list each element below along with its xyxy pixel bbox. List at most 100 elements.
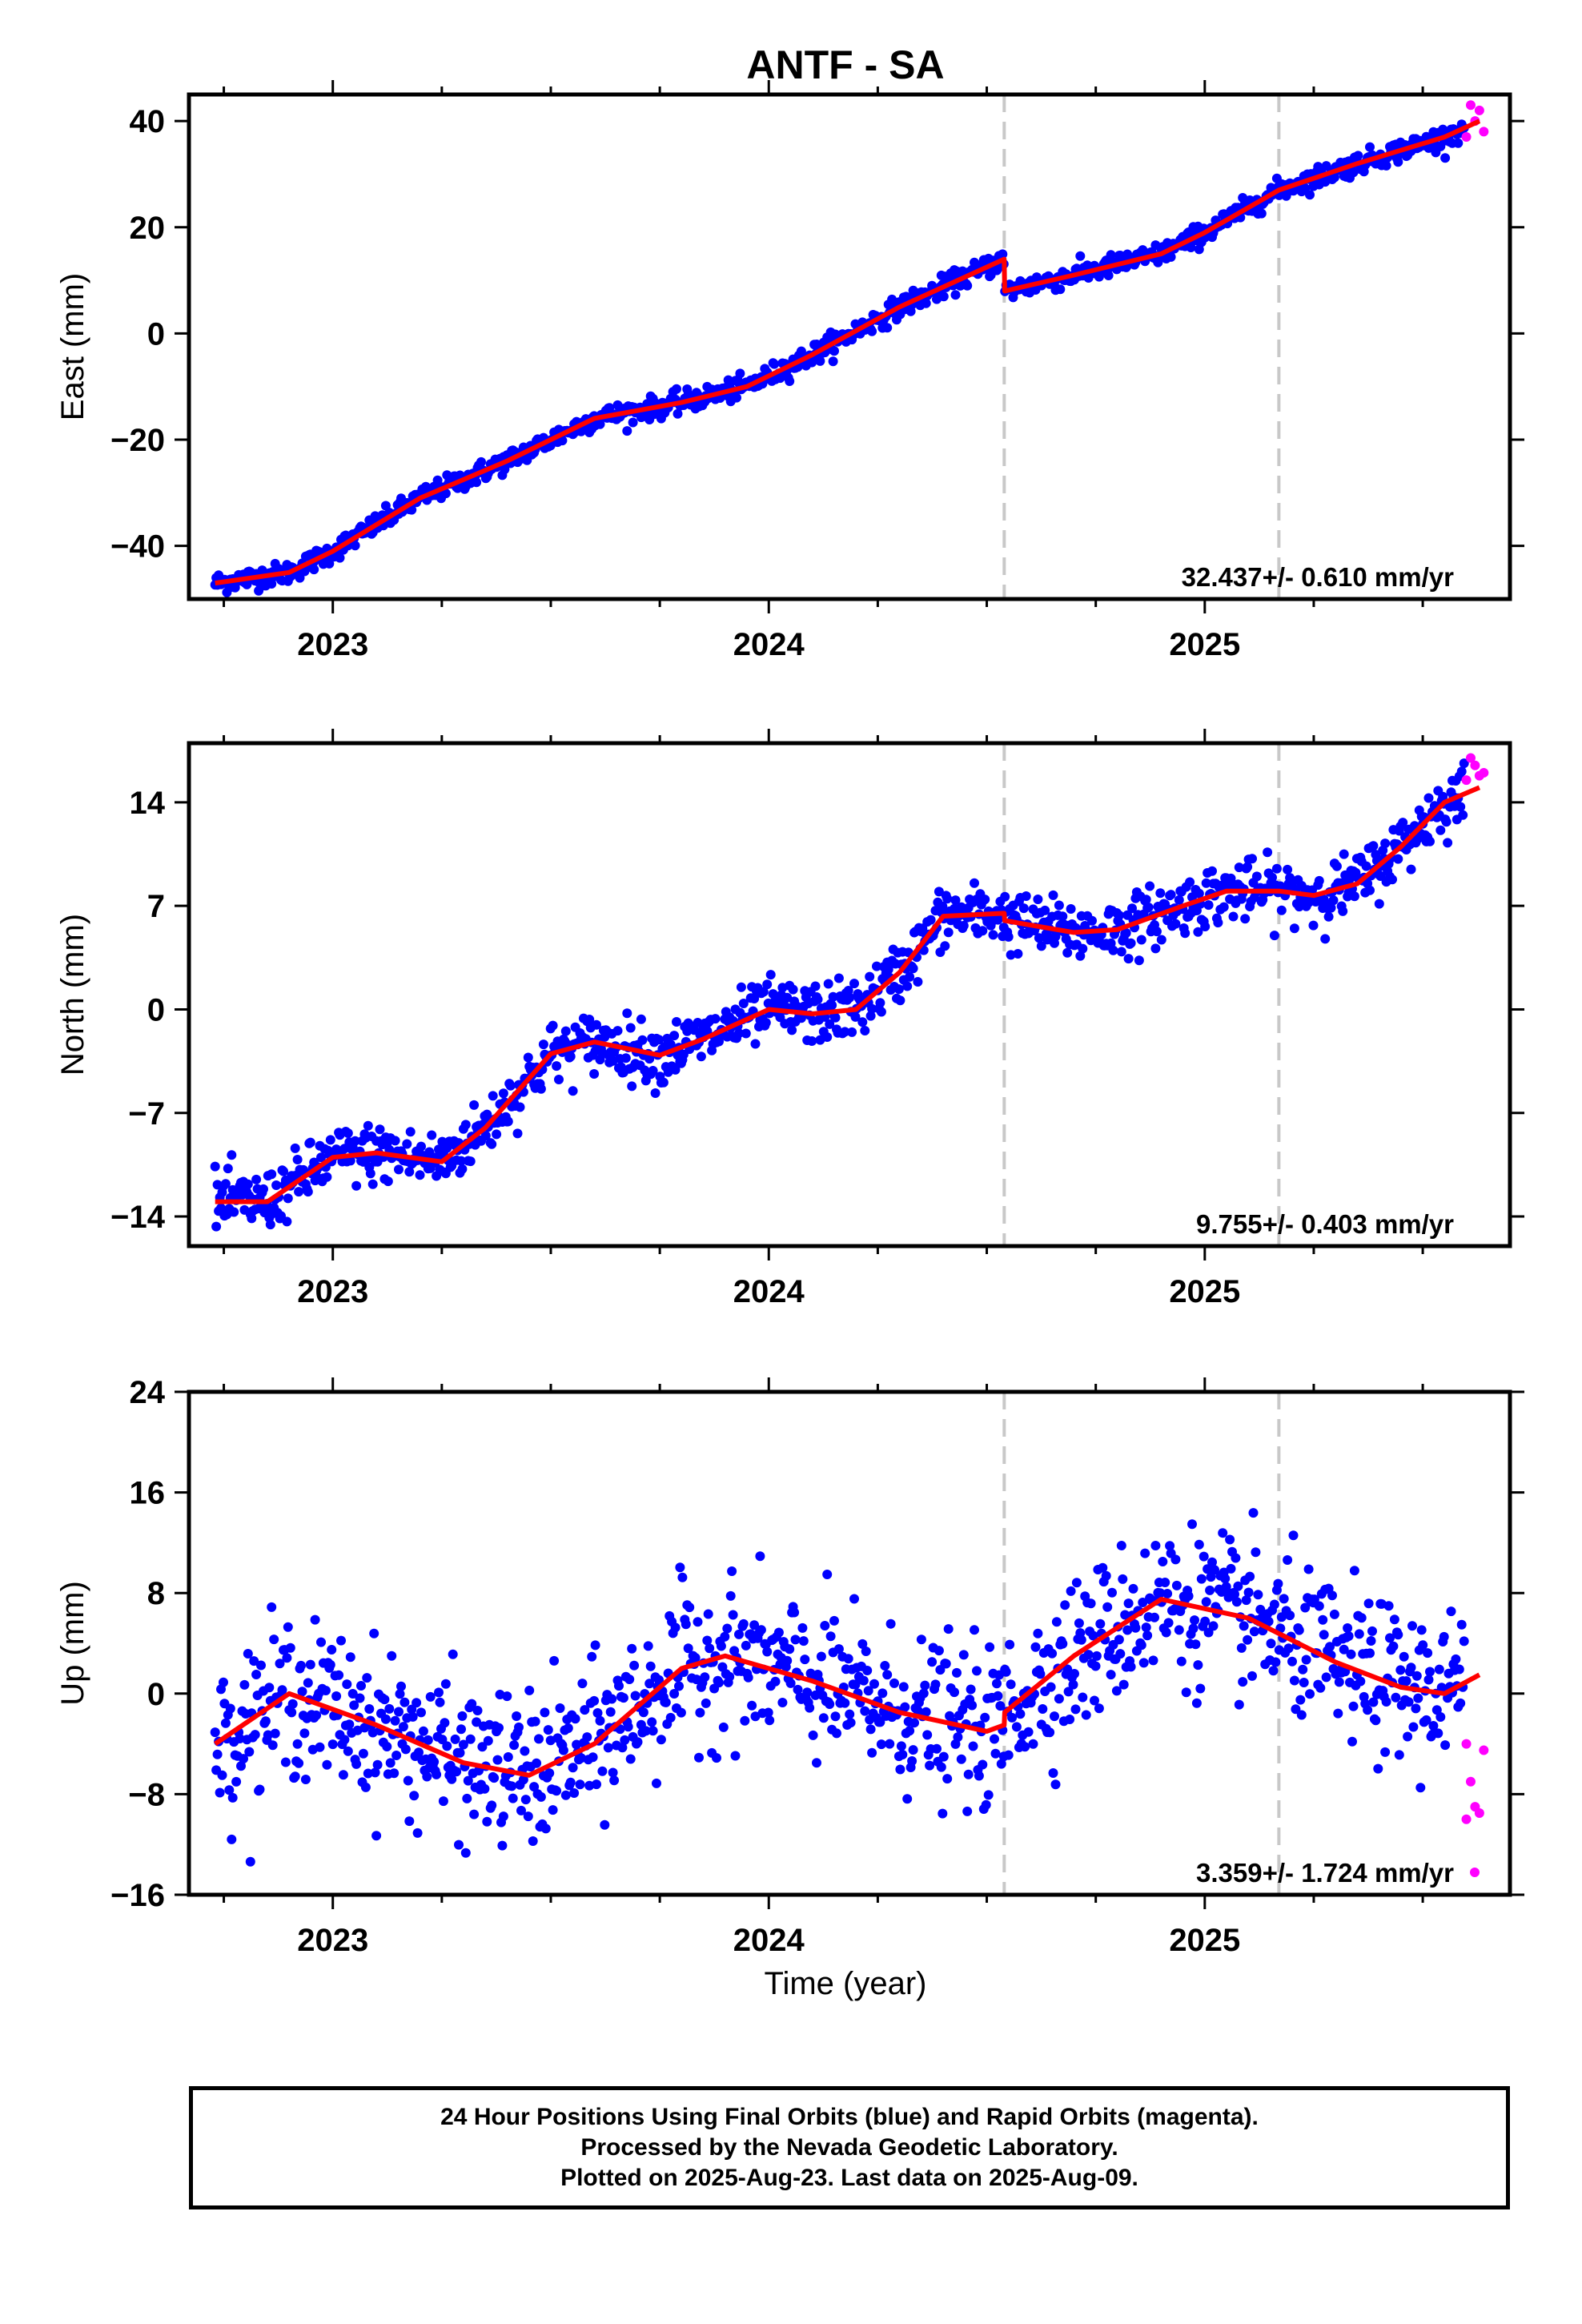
data-point [271,1180,282,1190]
data-point [1283,1555,1293,1565]
data-point [457,1711,468,1721]
data-point [652,1778,661,1788]
data-point [625,1754,636,1764]
data-point [1006,1679,1016,1690]
data-point [400,1697,410,1707]
data-point [1354,1629,1364,1639]
data-point [1193,927,1203,937]
data-point [391,1751,402,1760]
data-point [305,1137,315,1148]
data-point [394,1707,404,1717]
data-point [1187,1519,1197,1530]
data-point [712,1753,721,1763]
data-point [309,565,319,575]
data-point [1213,918,1223,928]
data-point [592,1019,601,1030]
data-point [1035,1669,1046,1679]
data-point [472,1717,482,1727]
data-point [832,1728,841,1739]
data-point [529,1782,540,1792]
data-point [303,1678,313,1688]
data-point [787,1025,797,1035]
data-point [980,895,990,905]
data-point [988,930,998,940]
data-point [1305,1689,1315,1699]
data-point [1207,866,1217,876]
data-point [528,1836,538,1846]
data-point [782,992,793,1003]
data-point [654,1035,664,1045]
data-point [1301,1655,1311,1665]
data-point [1074,1618,1084,1628]
data-point [1048,890,1058,900]
data-point [1068,1679,1078,1690]
data-point [1078,943,1088,954]
panels: 2023 2024 2025 40 20 0 −20 −40 East (mm) 32.437+/… [55,80,1524,1958]
data-point [672,1017,681,1027]
data-point [962,1806,973,1816]
data-point [456,1156,466,1166]
data-point [1393,1630,1403,1640]
data-point [438,1796,448,1807]
data-point [648,1066,658,1076]
data-point [505,1080,516,1091]
data-point [456,1724,466,1735]
data-point [1070,1704,1081,1715]
data-point [283,1622,293,1632]
data-point [1415,1783,1426,1793]
data-point [661,1697,671,1707]
data-point [805,1703,815,1713]
data-point [236,1761,246,1771]
data-point [1446,1606,1456,1617]
data-point [1120,1610,1130,1620]
data-point [469,1100,480,1110]
data-point [833,973,844,983]
rapid-point [1470,760,1480,770]
data-point [1453,138,1464,148]
rate-label: 32.437+/- 0.610 mm/yr [1182,562,1454,592]
data-point [1248,1508,1259,1518]
rapid-point [1461,1739,1472,1749]
data-point [1346,1649,1356,1659]
data-point [462,1793,472,1803]
data-point [597,1766,608,1776]
data-point [540,1823,551,1834]
data-point [270,1728,280,1739]
data-point [665,1712,676,1723]
data-point [867,326,877,336]
data-point [830,1012,841,1023]
data-point [351,1759,362,1769]
data-point [249,1656,259,1667]
data-point [344,1719,355,1730]
data-point [1094,1703,1104,1714]
data-point [1047,1648,1058,1659]
data-point [1200,1616,1211,1626]
x-tick-label: 2024 [733,1274,805,1309]
data-point [1434,1664,1444,1675]
data-point [384,1703,395,1714]
data-point [454,1839,464,1850]
data-point [683,1643,693,1654]
data-point [1433,1728,1443,1739]
data-point [1055,284,1066,295]
data-point [1247,1671,1257,1681]
data-point [850,1679,861,1690]
data-point [1231,1553,1241,1563]
data-point [1308,920,1319,931]
data-point [339,1735,350,1745]
data-point [1458,810,1468,820]
data-point [1296,1710,1307,1720]
data-point [331,1691,342,1701]
data-point [938,292,949,302]
data-point [840,1698,850,1708]
data-point [677,1572,688,1582]
data-point [1207,1557,1217,1567]
data-point [718,1722,729,1732]
data-point [212,1749,223,1759]
data-point [1385,1633,1395,1643]
data-point [587,1651,597,1662]
data-point [1007,1712,1018,1723]
data-point [336,1635,346,1646]
data-point [898,1682,909,1692]
data-point [1305,190,1315,200]
